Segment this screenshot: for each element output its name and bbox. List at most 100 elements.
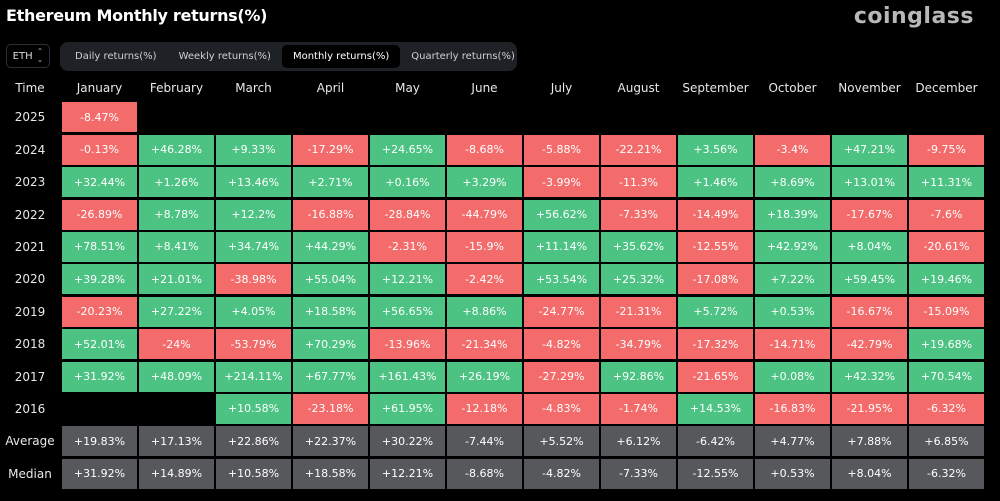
return-cell: -8.68% bbox=[447, 134, 522, 165]
year-label: 2021 bbox=[14, 239, 46, 254]
return-cell: -42.79% bbox=[832, 329, 907, 360]
return-cell: -13.96% bbox=[370, 329, 445, 360]
column-header: March bbox=[235, 80, 272, 95]
summary-cell: +10.58% bbox=[216, 458, 291, 489]
empty-cell bbox=[293, 102, 368, 132]
return-cell: -21.65% bbox=[678, 361, 753, 392]
return-cell: +13.01% bbox=[832, 167, 907, 198]
returns-tabs: Daily returns(%) Weekly returns(%) Monthly… bbox=[60, 42, 517, 71]
return-cell: +9.33% bbox=[216, 134, 291, 165]
return-cell: -27.29% bbox=[524, 361, 599, 392]
return-cell: +11.14% bbox=[524, 231, 599, 262]
return-cell: +47.21% bbox=[832, 134, 907, 165]
return-cell: +46.28% bbox=[139, 134, 214, 165]
summary-cell: +14.89% bbox=[139, 458, 214, 489]
return-cell: -12.18% bbox=[447, 393, 522, 424]
return-cell: -44.79% bbox=[447, 199, 522, 230]
year-label: 2016 bbox=[14, 401, 46, 416]
asset-selector-value: ETH bbox=[12, 50, 33, 62]
year-label: 2017 bbox=[14, 369, 46, 384]
summary-cell: -4.82% bbox=[524, 458, 599, 489]
return-cell: +0.16% bbox=[370, 167, 445, 198]
chevron-up-down-icon: ⌃ ⌄ bbox=[36, 47, 44, 64]
asset-selector[interactable]: ETH ⌃ ⌄ bbox=[6, 44, 50, 68]
return-cell: +1.46% bbox=[678, 167, 753, 198]
return-cell: +42.92% bbox=[755, 231, 830, 262]
return-cell: -34.79% bbox=[601, 329, 676, 360]
return-cell: -38.98% bbox=[216, 264, 291, 295]
return-cell: -3.4% bbox=[755, 134, 830, 165]
return-cell: +8.78% bbox=[139, 199, 214, 230]
return-cell: +52.01% bbox=[62, 329, 137, 360]
tab-quarterly[interactable]: Quarterly returns(%) bbox=[411, 51, 515, 62]
return-cell: -21.34% bbox=[447, 329, 522, 360]
return-cell: +39.28% bbox=[62, 264, 137, 295]
return-cell: +18.39% bbox=[755, 199, 830, 230]
return-cell: +2.71% bbox=[293, 167, 368, 198]
return-cell: -17.29% bbox=[293, 134, 368, 165]
return-cell: +70.54% bbox=[909, 361, 984, 392]
year-label: 2023 bbox=[14, 175, 46, 190]
return-cell: -8.47% bbox=[62, 102, 137, 133]
summary-cell: -12.55% bbox=[678, 458, 753, 489]
return-cell: +48.09% bbox=[139, 361, 214, 392]
return-cell: +70.29% bbox=[293, 329, 368, 360]
return-cell: -3.99% bbox=[524, 167, 599, 198]
year-label: 2018 bbox=[14, 337, 46, 352]
return-cell: +7.22% bbox=[755, 264, 830, 295]
return-cell: +35.62% bbox=[601, 231, 676, 262]
return-cell: -16.88% bbox=[293, 199, 368, 230]
return-cell: +31.92% bbox=[62, 361, 137, 392]
summary-cell: +6.85% bbox=[909, 426, 984, 457]
summary-cell: -8.68% bbox=[447, 458, 522, 489]
return-cell: -24.77% bbox=[524, 296, 599, 327]
return-cell: +161.43% bbox=[370, 361, 445, 392]
empty-cell bbox=[909, 102, 984, 132]
return-cell: -20.61% bbox=[909, 231, 984, 262]
return-cell: +92.86% bbox=[601, 361, 676, 392]
return-cell: +8.04% bbox=[832, 231, 907, 262]
return-cell: -2.42% bbox=[447, 264, 522, 295]
column-header: February bbox=[149, 80, 204, 95]
empty-cell bbox=[601, 102, 676, 132]
tab-daily[interactable]: Daily returns(%) bbox=[75, 51, 157, 62]
return-cell: -14.49% bbox=[678, 199, 753, 230]
summary-cell: +0.53% bbox=[755, 458, 830, 489]
return-cell: +78.51% bbox=[62, 231, 137, 262]
return-cell: +19.46% bbox=[909, 264, 984, 295]
summary-cell: +31.92% bbox=[62, 458, 137, 489]
return-cell: -23.18% bbox=[293, 393, 368, 424]
return-cell: +53.54% bbox=[524, 264, 599, 295]
return-cell: +21.01% bbox=[139, 264, 214, 295]
return-cell: +214.11% bbox=[216, 361, 291, 392]
summary-cell: +22.37% bbox=[293, 426, 368, 457]
column-header: June bbox=[471, 80, 498, 95]
return-cell: +59.45% bbox=[832, 264, 907, 295]
return-cell: -28.84% bbox=[370, 199, 445, 230]
monthly-returns-table: Time January February March April May June July… bbox=[0, 75, 984, 489]
return-cell: +3.29% bbox=[447, 167, 522, 198]
return-cell: +19.68% bbox=[909, 329, 984, 360]
page-title: Ethereum Monthly returns(%) bbox=[6, 6, 268, 25]
tab-monthly[interactable]: Monthly returns(%) bbox=[281, 45, 401, 68]
empty-cell bbox=[139, 102, 214, 132]
return-cell: -24% bbox=[139, 329, 214, 360]
column-header: April bbox=[316, 80, 345, 95]
column-header: January bbox=[76, 80, 123, 95]
return-cell: -2.31% bbox=[370, 231, 445, 262]
return-cell: -16.83% bbox=[755, 393, 830, 424]
tab-weekly[interactable]: Weekly returns(%) bbox=[178, 51, 271, 62]
column-header: October bbox=[768, 80, 817, 95]
return-cell: +10.58% bbox=[216, 393, 291, 424]
return-cell: +13.46% bbox=[216, 167, 291, 198]
return-cell: -7.6% bbox=[909, 199, 984, 230]
summary-cell: +8.04% bbox=[832, 458, 907, 489]
empty-cell bbox=[62, 394, 137, 424]
year-label: 2020 bbox=[14, 272, 46, 287]
year-label: 2019 bbox=[14, 304, 46, 319]
return-cell: +3.56% bbox=[678, 134, 753, 165]
summary-cell: +19.83% bbox=[62, 426, 137, 457]
return-cell: +5.72% bbox=[678, 296, 753, 327]
return-cell: +8.86% bbox=[447, 296, 522, 327]
column-header: November bbox=[838, 80, 901, 95]
